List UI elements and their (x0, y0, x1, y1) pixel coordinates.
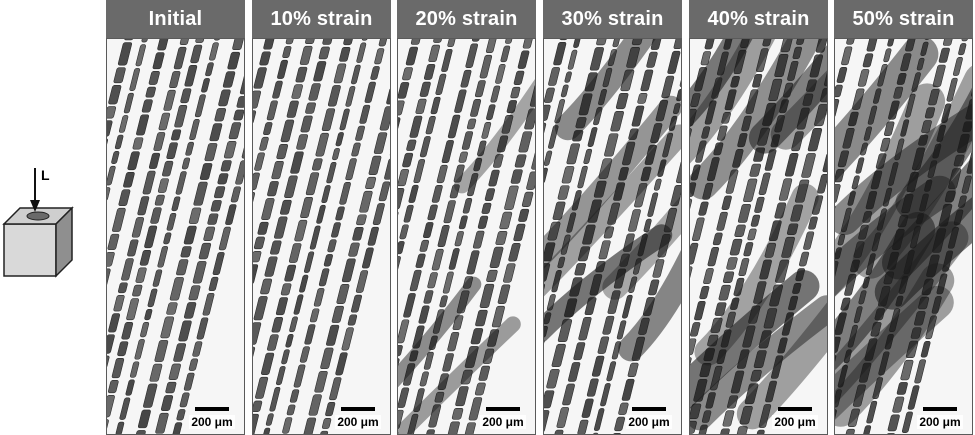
micrograph (690, 39, 827, 434)
micrograph (107, 39, 244, 434)
scale-bar: 200 μm (334, 407, 382, 431)
scale-bar-line (486, 407, 520, 411)
panel-title: 10% strain (252, 0, 391, 38)
scale-bar-line (778, 407, 812, 411)
micrograph-image: 200 μm (252, 38, 391, 435)
scale-bar: 200 μm (916, 407, 964, 431)
scale-bar-label: 200 μm (772, 415, 818, 429)
cube-diagram: L (2, 167, 74, 278)
scale-bar-line (195, 407, 229, 411)
micrograph-image: 200 μm (397, 38, 536, 435)
panel-40-strain: 40% strain 200 μm (689, 0, 828, 435)
scale-bar: 200 μm (479, 407, 527, 431)
micrograph (835, 39, 972, 434)
micrograph-image: 200 μm (543, 38, 682, 435)
scale-bar-line (923, 407, 957, 411)
micrograph-image: 200 μm (106, 38, 245, 435)
scale-bar-line (341, 407, 375, 411)
panel-title: 40% strain (689, 0, 828, 38)
cube-front-face (3, 223, 57, 277)
panel-10-strain: 10% strain 200 μm (252, 0, 391, 435)
scale-bar-label: 200 μm (480, 415, 526, 429)
panel-title: 50% strain (834, 0, 973, 38)
scale-bar-label: 200 μm (626, 415, 672, 429)
micrograph (544, 39, 681, 434)
scale-bar: 200 μm (771, 407, 819, 431)
panel-30-strain: 30% strain 200 μm (543, 0, 682, 435)
panel-50-strain: 50% strain 200 μm (834, 0, 973, 435)
micrograph (398, 39, 535, 434)
panel-initial: Initial 200 μm (106, 0, 245, 435)
scale-bar: 200 μm (188, 407, 236, 431)
load-arrow-head (30, 200, 40, 212)
panel-title: 20% strain (397, 0, 536, 38)
scale-bar-label: 200 μm (335, 415, 381, 429)
scale-bar-line (632, 407, 666, 411)
micrograph-image: 200 μm (689, 38, 828, 435)
loading-diagram: L (0, 160, 80, 280)
cube-hole (26, 211, 50, 221)
panel-title: 30% strain (543, 0, 682, 38)
load-label: L (41, 167, 50, 183)
micrograph-image: 200 μm (834, 38, 973, 435)
micrograph (253, 39, 390, 434)
panel-20-strain: 20% strain 200 μm (397, 0, 536, 435)
cube-side-face (55, 206, 73, 278)
scale-bar-label: 200 μm (189, 415, 235, 429)
scale-bar-label: 200 μm (917, 415, 963, 429)
scale-bar: 200 μm (625, 407, 673, 431)
panel-title: Initial (106, 0, 245, 38)
